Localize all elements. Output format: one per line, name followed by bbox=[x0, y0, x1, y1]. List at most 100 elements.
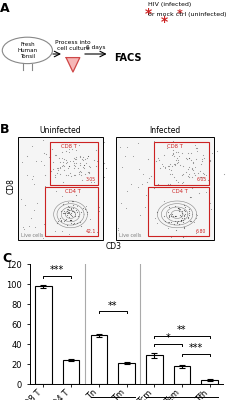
Point bbox=[64, 216, 67, 222]
Point bbox=[140, 170, 144, 177]
Bar bbox=[35, 286, 52, 384]
Point bbox=[179, 180, 183, 186]
Point bbox=[70, 198, 74, 204]
Point bbox=[83, 206, 87, 212]
Point bbox=[58, 214, 62, 221]
Point bbox=[189, 157, 192, 163]
Point bbox=[62, 163, 66, 169]
Point bbox=[96, 158, 100, 164]
Point bbox=[162, 197, 165, 204]
Point bbox=[62, 232, 66, 239]
Point bbox=[165, 225, 169, 231]
Point bbox=[72, 213, 76, 219]
Point bbox=[124, 144, 128, 150]
Point bbox=[194, 148, 198, 154]
Point bbox=[169, 213, 172, 219]
Point bbox=[167, 161, 171, 168]
Point bbox=[68, 217, 72, 224]
Point bbox=[68, 217, 72, 223]
Point bbox=[69, 220, 72, 226]
Point bbox=[195, 145, 198, 151]
Point bbox=[63, 209, 67, 216]
Point bbox=[67, 214, 70, 220]
Point bbox=[72, 160, 75, 166]
Point bbox=[59, 228, 63, 234]
Point bbox=[131, 152, 135, 159]
Point bbox=[198, 161, 202, 167]
Point bbox=[176, 205, 180, 212]
Point bbox=[35, 199, 38, 206]
Point bbox=[72, 165, 76, 172]
Point bbox=[168, 219, 172, 225]
Point bbox=[166, 209, 169, 216]
Text: 6 days: 6 days bbox=[86, 45, 105, 50]
Point bbox=[180, 149, 183, 156]
Point bbox=[25, 153, 28, 160]
Point bbox=[169, 167, 172, 173]
Point bbox=[168, 134, 171, 140]
Point bbox=[75, 209, 79, 215]
Point bbox=[51, 159, 55, 165]
Polygon shape bbox=[66, 58, 79, 72]
Point bbox=[187, 155, 190, 161]
Point bbox=[78, 223, 82, 229]
Point bbox=[190, 184, 194, 190]
Point bbox=[180, 218, 184, 225]
Text: CD8 T: CD8 T bbox=[61, 144, 76, 149]
Text: CD8 T: CD8 T bbox=[166, 144, 182, 149]
Point bbox=[82, 162, 85, 169]
Point bbox=[70, 146, 74, 152]
Point bbox=[185, 150, 189, 156]
Point bbox=[67, 204, 71, 211]
Point bbox=[174, 213, 177, 220]
Bar bbox=[118, 363, 134, 384]
Text: ***: *** bbox=[50, 266, 64, 276]
Point bbox=[61, 210, 65, 216]
Point bbox=[172, 212, 176, 219]
Point bbox=[161, 213, 165, 220]
Point bbox=[68, 170, 71, 176]
Point bbox=[79, 172, 83, 178]
Point bbox=[92, 179, 95, 186]
Point bbox=[69, 205, 73, 212]
Point bbox=[173, 227, 177, 233]
Point bbox=[73, 156, 77, 162]
Text: *: * bbox=[165, 334, 170, 344]
Point bbox=[119, 200, 123, 206]
Point bbox=[80, 156, 84, 162]
Point bbox=[66, 164, 70, 171]
Text: **: ** bbox=[176, 326, 186, 336]
Point bbox=[43, 172, 47, 178]
Point bbox=[178, 206, 181, 212]
Point bbox=[173, 149, 177, 156]
Point bbox=[82, 165, 86, 172]
Point bbox=[186, 174, 190, 180]
Text: 42.1: 42.1 bbox=[85, 229, 95, 234]
Point bbox=[71, 208, 75, 215]
Point bbox=[79, 168, 83, 175]
Point bbox=[86, 153, 90, 160]
Point bbox=[104, 165, 108, 172]
Point bbox=[193, 163, 196, 170]
Point bbox=[151, 138, 155, 144]
Point bbox=[179, 217, 183, 223]
Bar bbox=[90, 335, 107, 384]
Point bbox=[160, 163, 164, 170]
Point bbox=[172, 213, 176, 219]
Point bbox=[176, 206, 180, 212]
Point bbox=[116, 227, 119, 234]
Point bbox=[171, 174, 175, 180]
Point bbox=[175, 220, 178, 226]
Point bbox=[166, 212, 170, 218]
Point bbox=[175, 157, 179, 163]
Point bbox=[66, 203, 70, 209]
Point bbox=[54, 152, 57, 158]
Point bbox=[70, 205, 74, 212]
Point bbox=[64, 172, 68, 178]
Point bbox=[81, 164, 84, 171]
Point bbox=[198, 168, 201, 174]
Point bbox=[162, 164, 166, 170]
Point bbox=[198, 173, 202, 180]
Point bbox=[182, 211, 186, 217]
Point bbox=[71, 202, 74, 208]
